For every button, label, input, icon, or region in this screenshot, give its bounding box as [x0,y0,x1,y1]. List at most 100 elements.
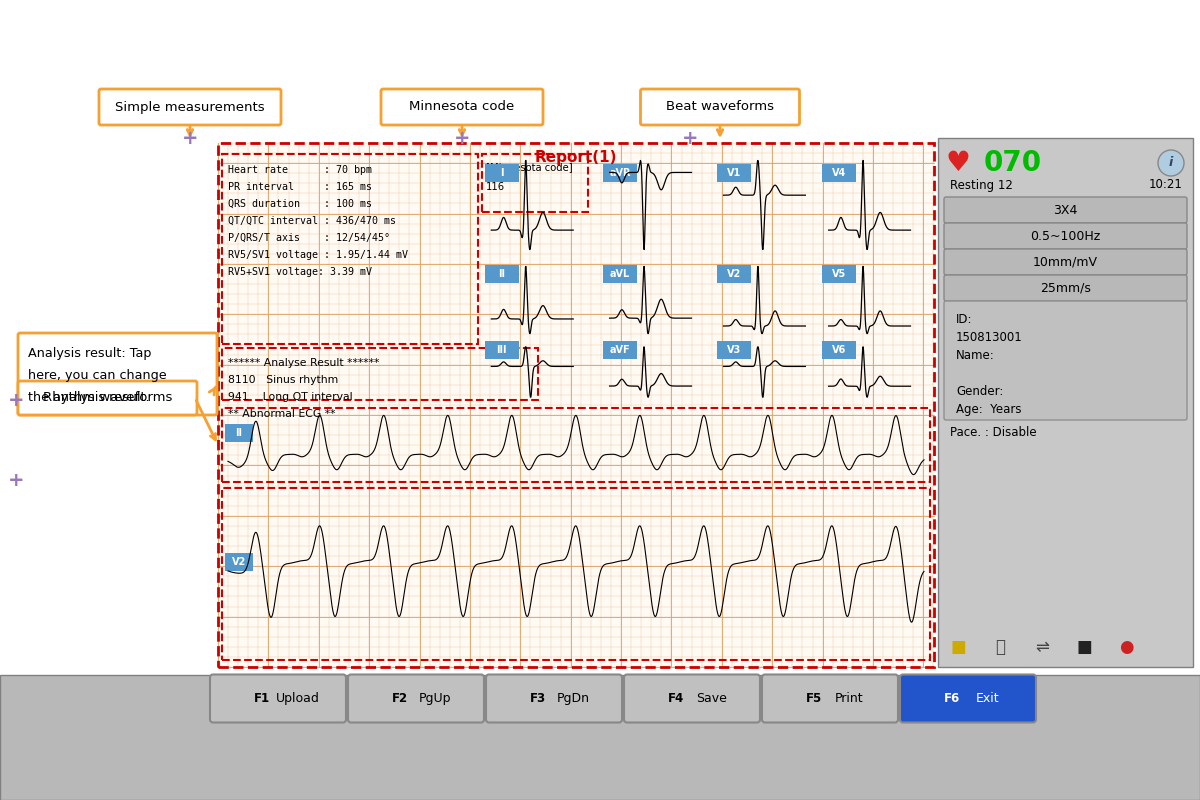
Text: QRS duration    : 100 ms: QRS duration : 100 ms [228,199,372,209]
Text: Analysis result: Tap: Analysis result: Tap [28,347,151,360]
FancyBboxPatch shape [382,89,542,125]
Text: Beat waveforms: Beat waveforms [666,101,774,114]
FancyBboxPatch shape [641,89,799,125]
FancyBboxPatch shape [944,197,1187,223]
Text: +: + [7,390,24,410]
Text: RV5/SV1 voltage : 1.95/1.44 mV: RV5/SV1 voltage : 1.95/1.44 mV [228,250,408,260]
FancyBboxPatch shape [348,674,484,722]
Text: F1: F1 [254,692,270,705]
Text: 070: 070 [984,149,1042,177]
FancyBboxPatch shape [900,674,1036,722]
Text: V2: V2 [232,557,246,567]
Text: F5: F5 [806,692,822,705]
Text: 116: 116 [486,182,505,192]
Text: Age:  Years: Age: Years [956,403,1021,416]
Text: 🖨: 🖨 [995,638,1006,656]
FancyBboxPatch shape [944,249,1187,275]
Text: 8110   Sinus rhythm: 8110 Sinus rhythm [228,375,338,385]
Text: 150813001: 150813001 [956,331,1022,344]
Text: RV5+SV1 voltage: 3.39 mV: RV5+SV1 voltage: 3.39 mV [228,267,372,277]
Text: +: + [454,130,470,149]
FancyBboxPatch shape [98,89,281,125]
FancyBboxPatch shape [716,163,751,182]
FancyBboxPatch shape [716,265,751,282]
Text: Name:: Name: [956,349,995,362]
FancyBboxPatch shape [485,163,518,182]
Text: 941    Long QT interval: 941 Long QT interval [228,392,353,402]
FancyBboxPatch shape [716,341,751,359]
FancyBboxPatch shape [822,163,856,182]
FancyBboxPatch shape [485,341,518,359]
Text: QT/QTC interval : 436/470 ms: QT/QTC interval : 436/470 ms [228,216,396,226]
FancyBboxPatch shape [226,553,253,571]
FancyBboxPatch shape [210,674,346,722]
Text: F3: F3 [530,692,546,705]
FancyBboxPatch shape [944,301,1187,420]
Text: +: + [181,130,198,149]
Text: ID:: ID: [956,313,972,326]
FancyBboxPatch shape [762,674,898,722]
Text: F2: F2 [392,692,408,705]
FancyBboxPatch shape [18,381,197,415]
Text: here, you can change: here, you can change [28,369,167,382]
FancyBboxPatch shape [486,674,622,722]
Text: aVF: aVF [610,345,630,355]
Text: ●: ● [1118,638,1133,656]
Text: Simple measurements: Simple measurements [115,101,265,114]
Text: aVL: aVL [610,269,630,278]
Text: Heart rate      : 70 bpm: Heart rate : 70 bpm [228,165,372,175]
Text: 10mm/mV: 10mm/mV [1033,255,1098,269]
FancyBboxPatch shape [226,424,253,442]
Bar [218,143,934,667]
Text: V4: V4 [832,167,846,178]
Text: 0.5~100Hz: 0.5~100Hz [1031,230,1100,242]
Text: Print: Print [835,692,864,705]
Text: i: i [1169,157,1174,170]
Text: V3: V3 [727,345,740,355]
FancyBboxPatch shape [18,333,217,415]
Text: +: + [682,130,698,149]
Text: ⇌: ⇌ [1036,638,1049,656]
FancyBboxPatch shape [602,163,637,182]
FancyBboxPatch shape [822,341,856,359]
Text: F6: F6 [944,692,960,705]
Text: Minnesota code: Minnesota code [409,101,515,114]
FancyBboxPatch shape [602,265,637,282]
Text: Upload: Upload [276,692,319,705]
Text: V6: V6 [832,345,846,355]
Text: PgDn: PgDn [557,692,590,705]
Text: aVR: aVR [610,167,631,178]
Text: +: + [7,470,24,490]
Text: P/QRS/T axis    : 12/54/45°: P/QRS/T axis : 12/54/45° [228,233,390,243]
Text: ♥: ♥ [946,149,971,177]
FancyBboxPatch shape [624,674,760,722]
Text: Rhythm waveforms: Rhythm waveforms [43,391,172,405]
Text: V1: V1 [727,167,740,178]
Text: I: I [500,167,503,178]
Text: Report(1): Report(1) [535,150,617,165]
Text: Exit: Exit [976,692,1000,705]
Text: II: II [498,269,505,278]
Text: the analysis result.: the analysis result. [28,391,150,404]
Text: Pace. : Disable: Pace. : Disable [950,426,1037,439]
FancyBboxPatch shape [944,275,1187,301]
Text: Save: Save [696,692,727,705]
Text: Resting 12: Resting 12 [950,178,1013,191]
Text: 25mm/s: 25mm/s [1040,282,1091,294]
Text: Gender:: Gender: [956,385,1003,398]
Text: ****** Analyse Result ******: ****** Analyse Result ****** [228,358,379,368]
Text: ■: ■ [950,638,966,656]
FancyBboxPatch shape [944,223,1187,249]
Bar [938,138,1193,667]
Bar [0,675,1200,800]
Text: PgUp: PgUp [419,692,451,705]
Text: V2: V2 [727,269,740,278]
Text: ** Abnormal ECG **: ** Abnormal ECG ** [228,409,336,419]
Text: F4: F4 [668,692,684,705]
Text: ■: ■ [1076,638,1092,656]
FancyBboxPatch shape [602,341,637,359]
Circle shape [1158,150,1184,176]
Text: II: II [235,428,242,438]
Text: [Minnesota code]: [Minnesota code] [486,162,572,172]
Text: 10:21: 10:21 [1150,178,1183,191]
